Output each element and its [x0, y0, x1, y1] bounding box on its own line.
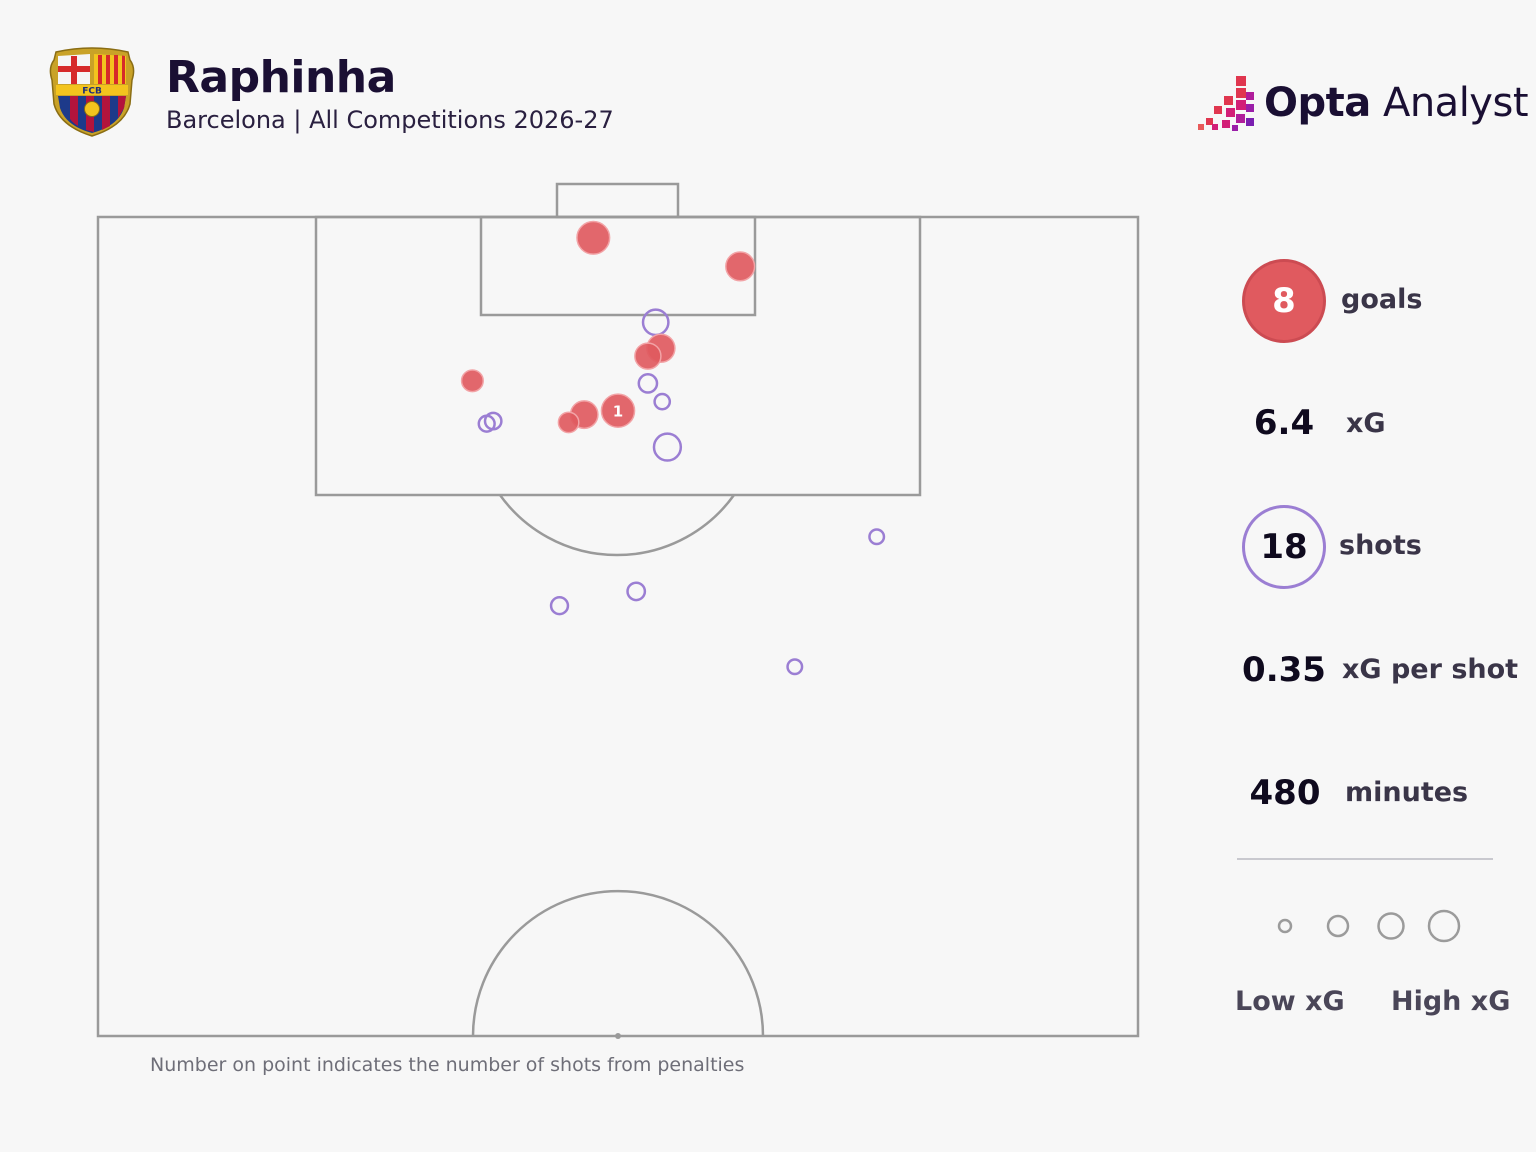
goal-shot-point	[725, 251, 756, 282]
brand-wordmark: Opta Analyst	[1264, 80, 1529, 126]
shots-badge: 18	[1242, 505, 1326, 589]
minutes-value: 480	[1249, 773, 1321, 813]
brand-analyst: Analyst	[1382, 80, 1529, 126]
goal-shot-marker	[576, 220, 611, 255]
missed-shot-marker	[652, 432, 683, 462]
penalty-area	[314, 215, 922, 497]
goal-shot-point	[557, 411, 580, 434]
shot-point	[637, 373, 659, 394]
centre-spot	[615, 1033, 621, 1039]
shot-point	[549, 596, 570, 616]
crest-letters: FCB	[82, 87, 102, 97]
shot-point	[786, 658, 804, 676]
missed-shot-marker	[637, 373, 659, 394]
shots-value: 18	[1260, 527, 1308, 567]
shot-point	[868, 528, 886, 546]
legend-circle-m	[1377, 912, 1405, 940]
goal-shot-point	[460, 369, 484, 393]
goal-shot-marker	[725, 251, 756, 282]
half-pitch-outline	[96, 215, 1140, 1038]
goal-shot-marker: 1	[600, 393, 636, 429]
shot-point	[652, 432, 683, 462]
goals-badge: 8	[1242, 259, 1326, 343]
legend-circle-l	[1427, 909, 1461, 943]
barcelona-crest-logo: FCB	[49, 47, 135, 137]
pitch-lines	[96, 182, 1140, 1038]
missed-shot-marker	[641, 308, 670, 337]
missed-shot-marker	[549, 596, 570, 616]
xg-per-shot-label: xG per shot	[1342, 654, 1519, 685]
shots-layer: 1	[460, 220, 886, 676]
goals-label: goals	[1341, 284, 1423, 315]
missed-shot-marker	[868, 528, 886, 546]
missed-shot-marker	[786, 658, 804, 676]
centre-circle	[471, 889, 765, 1037]
xg-value: 6.4	[1253, 403, 1315, 443]
legend-low-label: Low xG	[1235, 986, 1345, 1017]
player-name: Raphinha	[166, 52, 396, 103]
goal-shot-point	[576, 220, 611, 255]
goals-value: 8	[1272, 281, 1296, 321]
legend-circle-xs	[1277, 918, 1293, 934]
shot-point	[626, 581, 647, 602]
missed-shot-marker	[477, 414, 496, 433]
goal-shot-point	[634, 342, 662, 370]
six-yard-box	[479, 215, 757, 317]
opta-pixel-mark-icon	[1198, 76, 1254, 131]
goal-frame	[555, 182, 680, 219]
xg-label: xG	[1346, 408, 1386, 439]
goal-shot-marker	[460, 369, 484, 393]
goal-shot-point	[600, 393, 636, 429]
opta-analyst-logo: Opta Analyst	[1196, 72, 1529, 136]
penalty-arc	[498, 494, 736, 557]
footnote: Number on point indicates the number of …	[150, 1054, 745, 1076]
goal-shot-marker	[634, 342, 662, 370]
xg-size-legend	[1277, 909, 1461, 943]
goal-shot-marker	[557, 411, 580, 434]
page-subtitle: Barcelona | All Competitions 2026-27	[166, 106, 614, 134]
missed-shot-marker	[653, 392, 672, 411]
xg-per-shot-value: 0.35	[1242, 650, 1326, 690]
shot-point	[477, 414, 496, 433]
missed-shot-marker	[626, 581, 647, 602]
stats-divider	[1237, 858, 1493, 860]
brand-opta: Opta	[1264, 80, 1371, 126]
penalty-count-label: 1	[613, 403, 623, 421]
legend-circle-s	[1326, 914, 1350, 938]
shots-label: shots	[1339, 530, 1422, 561]
shot-point	[641, 308, 670, 337]
legend-high-label: High xG	[1391, 986, 1511, 1017]
shot-point	[653, 392, 672, 411]
minutes-label: minutes	[1345, 777, 1469, 808]
